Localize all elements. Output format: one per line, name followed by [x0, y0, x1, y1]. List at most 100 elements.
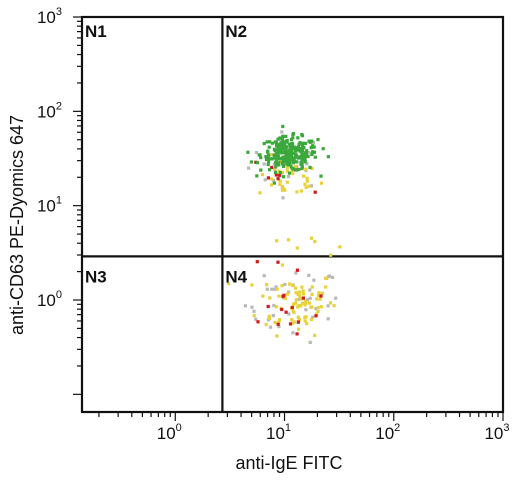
data-point: [276, 177, 280, 181]
data-point: [287, 171, 292, 175]
data-point: [290, 147, 294, 151]
data-point: [306, 154, 310, 158]
data-point: [249, 160, 253, 164]
data-point: [332, 304, 336, 308]
data-point: [283, 157, 288, 161]
data-point: [316, 293, 321, 297]
data-point: [279, 148, 283, 152]
data-point: [280, 263, 284, 267]
data-point: [274, 165, 278, 169]
data-point: [284, 134, 288, 138]
data-point: [300, 301, 304, 305]
data-point: [278, 318, 282, 322]
data-point: [268, 140, 272, 144]
data-point: [302, 158, 306, 162]
data-point: [327, 274, 331, 278]
y-tick-label: 103: [37, 6, 62, 27]
data-point: [285, 292, 290, 296]
data-point: [306, 151, 310, 155]
data-point: [281, 175, 286, 179]
data-point: [274, 152, 278, 156]
data-point: [326, 155, 330, 159]
data-point: [272, 147, 276, 151]
data-point: [297, 327, 301, 331]
data-point: [301, 142, 305, 146]
data-point: [262, 274, 266, 278]
data-point: [267, 145, 271, 149]
y-axis-title: anti-CD63 PE-Dyomics 647: [7, 115, 27, 335]
data-point: [316, 138, 320, 142]
data-point: [301, 296, 305, 300]
data-point: [283, 282, 287, 286]
data-point: [243, 304, 247, 308]
data-point: [267, 314, 271, 318]
data-point: [277, 163, 281, 167]
data-point: [308, 288, 312, 292]
data-point: [281, 164, 286, 168]
data-point: [314, 314, 318, 318]
data-point: [281, 196, 285, 200]
data-point: [285, 155, 289, 159]
data-point: [314, 307, 318, 311]
data-point: [273, 167, 277, 171]
data-point: [270, 141, 274, 145]
x-axis-tick-labels: 100 101 102 103: [157, 422, 510, 443]
data-point: [290, 150, 294, 154]
data-point: [277, 150, 281, 154]
data-point: [280, 284, 284, 288]
data-point: [291, 283, 295, 287]
data-point: [300, 155, 304, 159]
data-point: [294, 291, 298, 295]
data-point: [268, 296, 272, 300]
data-point: [278, 179, 282, 183]
y-axis-ticks: [73, 16, 82, 395]
data-point: [274, 159, 278, 163]
data-point: [285, 180, 289, 184]
data-point: [281, 294, 285, 298]
data-point: [274, 173, 278, 177]
data-point: [312, 145, 316, 149]
data-point: [293, 148, 298, 152]
data-point: [258, 191, 262, 195]
data-point: [330, 275, 335, 279]
data-point: [303, 319, 307, 323]
data-point: [278, 170, 282, 175]
data-point: [305, 179, 309, 183]
data-point: [266, 162, 270, 167]
data-point: [313, 333, 317, 337]
data-point: [287, 142, 291, 146]
data-point: [300, 165, 304, 169]
data-point: [270, 165, 274, 170]
data-point: [270, 177, 274, 181]
data-point: [256, 320, 260, 324]
scatter-points: [226, 124, 342, 344]
data-point: [287, 175, 291, 179]
data-point: [319, 294, 323, 298]
data-point: [296, 292, 300, 296]
data-point: [286, 162, 290, 166]
data-point: [267, 168, 272, 172]
data-point: [265, 287, 269, 291]
data-point: [295, 332, 299, 336]
data-point: [281, 162, 285, 166]
data-point: [305, 149, 309, 153]
data-point: [262, 162, 266, 166]
data-point: [304, 185, 308, 189]
data-point: [304, 315, 308, 319]
data-point: [282, 150, 286, 155]
data-point: [261, 294, 265, 298]
data-point: [297, 147, 301, 151]
data-point: [275, 239, 279, 243]
data-point: [297, 167, 301, 172]
data-point: [293, 164, 297, 168]
data-point: [313, 155, 317, 159]
data-point: [302, 174, 306, 178]
data-point: [265, 283, 269, 287]
data-point: [284, 310, 288, 314]
data-point: [312, 278, 316, 282]
data-point: [310, 166, 314, 170]
data-point: [284, 296, 288, 300]
data-point: [260, 173, 265, 177]
data-point: [296, 320, 300, 324]
